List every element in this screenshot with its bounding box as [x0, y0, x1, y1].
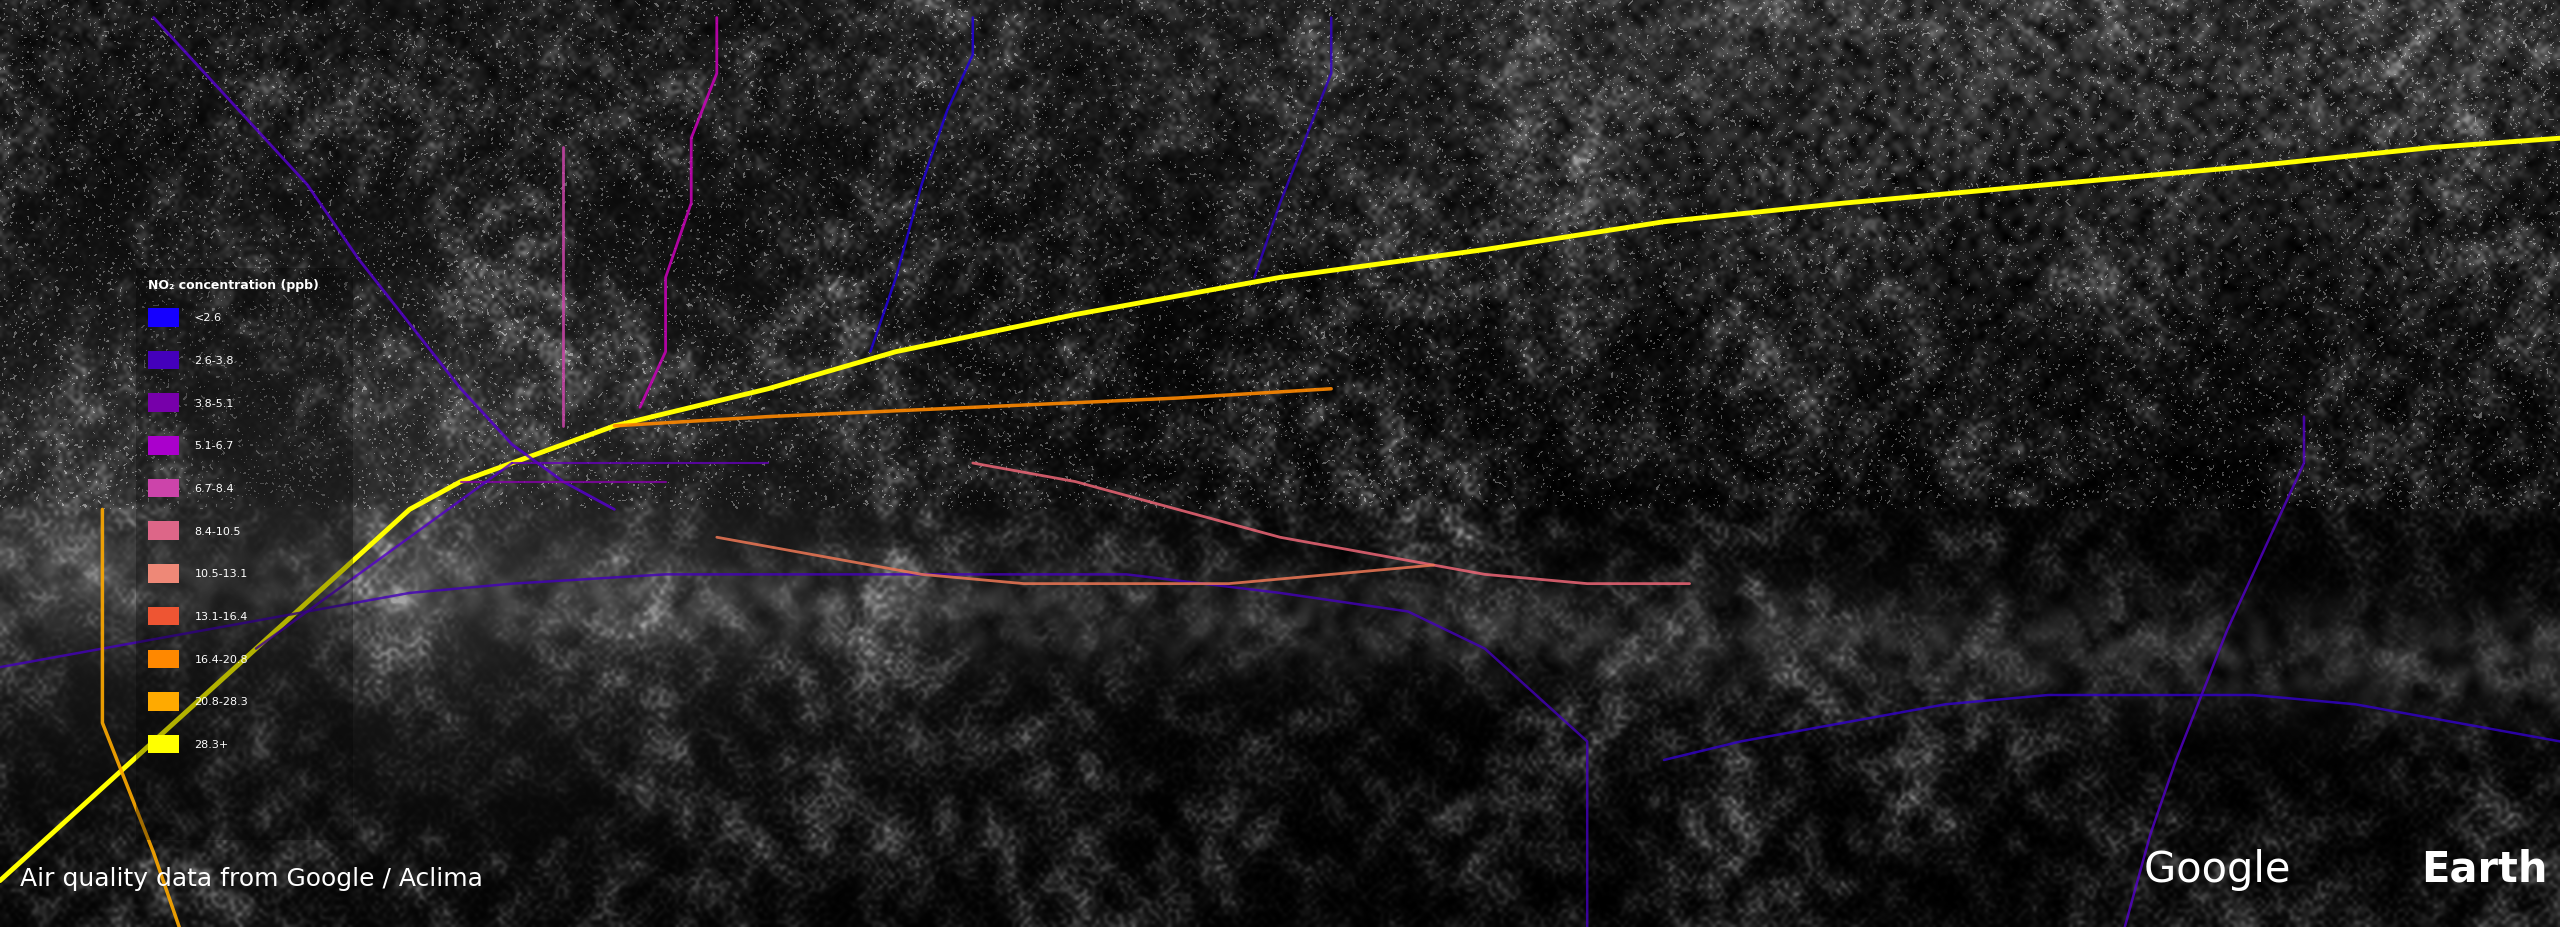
Text: 10.5-13.1: 10.5-13.1: [195, 569, 248, 578]
FancyBboxPatch shape: [136, 269, 353, 840]
Bar: [148, 565, 179, 583]
Bar: [148, 522, 179, 540]
Text: 3.8-5.1: 3.8-5.1: [195, 399, 233, 408]
Text: 8.4-10.5: 8.4-10.5: [195, 527, 241, 536]
Bar: [148, 692, 179, 711]
Text: <2.6: <2.6: [195, 313, 223, 323]
Bar: [148, 735, 179, 754]
Text: 20.8-28.3: 20.8-28.3: [195, 697, 248, 706]
Bar: [148, 309, 179, 327]
Text: NO₂ concentration (ppb): NO₂ concentration (ppb): [148, 279, 320, 292]
Text: Earth: Earth: [2422, 848, 2547, 890]
Text: 16.4-20.8: 16.4-20.8: [195, 654, 248, 664]
Text: Google: Google: [2145, 848, 2304, 890]
Bar: [148, 394, 179, 413]
Text: 6.7-8.4: 6.7-8.4: [195, 484, 233, 493]
Text: 2.6-3.8: 2.6-3.8: [195, 356, 233, 365]
Bar: [148, 607, 179, 626]
Bar: [148, 437, 179, 455]
Text: 5.1-6.7: 5.1-6.7: [195, 441, 233, 451]
Bar: [148, 351, 179, 370]
Text: 28.3+: 28.3+: [195, 740, 228, 749]
Text: Air quality data from Google / Aclima: Air quality data from Google / Aclima: [20, 866, 484, 890]
Text: 13.1-16.4: 13.1-16.4: [195, 612, 248, 621]
Bar: [148, 650, 179, 668]
Bar: [148, 479, 179, 498]
